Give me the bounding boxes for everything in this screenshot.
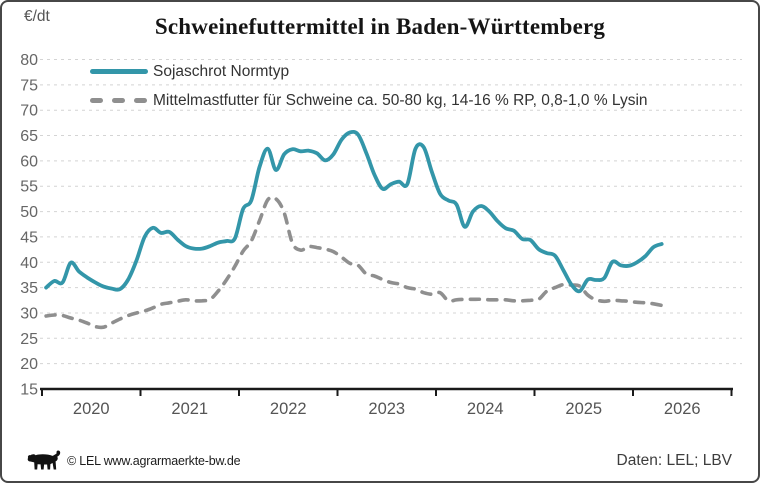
x-tick-label: 2024 [467, 400, 504, 418]
x-tick-label: 2026 [664, 400, 701, 418]
sojaschrot-line [44, 129, 664, 294]
bw-lion-icon [27, 450, 61, 470]
y-tick-label: 45 [20, 229, 38, 246]
x-axis [40, 387, 733, 396]
copyright-text: © LEL www.agrarmaerkte-bw.de [67, 454, 241, 468]
y-tick-label: 55 [20, 179, 38, 196]
y-tick-label: 25 [20, 331, 38, 348]
legend: Sojaschrot Normtyp Mittelmastfutter für … [90, 57, 648, 115]
x-tick-label: 2025 [565, 400, 602, 418]
mittelmastfutter-line [44, 195, 664, 330]
y-tick-label: 75 [20, 77, 38, 94]
x-tick-label: 2023 [368, 400, 405, 418]
y-tick-label: 65 [20, 128, 38, 145]
x-axis-tick-labels: 2020 2021 2022 2023 2024 2025 2026 [73, 400, 701, 418]
y-axis-tick-labels: 15 20 25 30 35 40 45 50 55 60 65 70 75 80 [20, 52, 38, 399]
y-tick-label: 35 [20, 280, 38, 297]
x-tick-label: 2022 [270, 400, 307, 418]
data-source-text: Daten: LEL; LBV [616, 452, 732, 469]
mittelmastfutter-line-swatch [90, 98, 148, 103]
chart-title: Schweinefuttermittel in Baden-Württember… [154, 14, 606, 39]
y-tick-label: 80 [20, 52, 38, 69]
y-tick-label: 50 [20, 204, 38, 221]
x-tick-label: 2020 [73, 400, 110, 418]
y-tick-label: 20 [20, 356, 38, 373]
sojaschrot-line-swatch [90, 69, 148, 74]
y-tick-label: 30 [20, 305, 38, 322]
legend-item-mittelmastfutter: Mittelmastfutter für Schweine ca. 50-80 … [90, 86, 648, 115]
x-tick-label: 2021 [171, 400, 208, 418]
legend-item-sojaschrot: Sojaschrot Normtyp [90, 57, 648, 86]
legend-label-sojaschrot: Sojaschrot Normtyp [153, 62, 290, 80]
y-tick-label: 15 [20, 382, 38, 399]
y-axis-unit-label: €/dt [24, 8, 50, 25]
y-tick-label: 40 [20, 255, 38, 272]
y-tick-label: 60 [20, 153, 38, 170]
y-tick-label: 70 [20, 103, 38, 120]
legend-label-mittelmastfutter: Mittelmastfutter für Schweine ca. 50-80 … [153, 91, 648, 109]
